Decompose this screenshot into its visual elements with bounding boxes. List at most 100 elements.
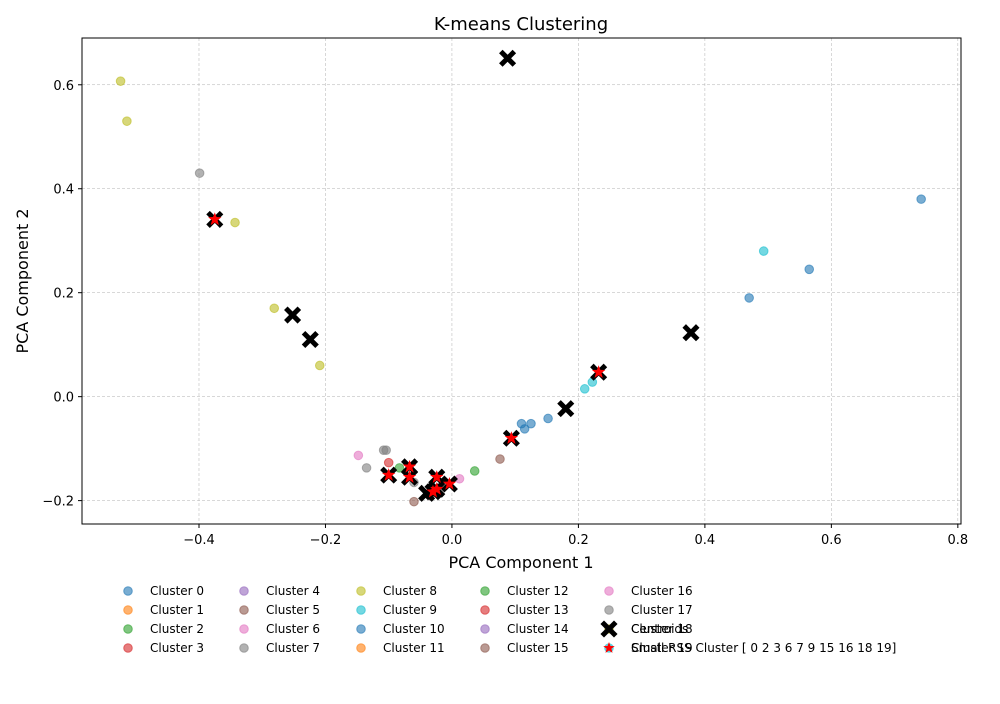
- data-point: [269, 303, 280, 314]
- axis-ticks: −0.4 −0.2 0.0 0.2 0.4 0.6 0.8 −0.2 0.0 0.2 0.4 0.6: [42, 79, 968, 548]
- data-point: [230, 217, 240, 228]
- legend-label: Small RSS Cluster [ 0 2 3 6 7 9 15 16 18…: [631, 641, 896, 655]
- legend-marker: [356, 643, 366, 653]
- legend-marker: [123, 586, 133, 596]
- x-tick-label: 0.6: [821, 533, 842, 548]
- data-point: [353, 450, 364, 461]
- legend-marker: [356, 624, 366, 634]
- legend-label: Cluster 12: [507, 584, 569, 598]
- centroid-marker: [557, 400, 575, 418]
- data-point: [394, 463, 405, 473]
- y-axis-label: PCA Component 2: [13, 208, 32, 353]
- centroid-marker: [301, 330, 319, 349]
- small-rss-marker: [426, 484, 440, 498]
- x-tick-label: −0.4: [183, 533, 215, 548]
- x-tick-label: 0.8: [947, 533, 968, 548]
- data-point: [744, 293, 754, 303]
- small-rss-marker: [504, 431, 519, 444]
- legend-label: Cluster 14: [507, 622, 569, 636]
- legend-label: Cluster 10: [383, 622, 445, 636]
- legend-marker: [480, 624, 490, 634]
- data-point: [314, 360, 325, 371]
- legend-label: Cluster 15: [507, 641, 569, 655]
- plot-area: [81, 37, 962, 525]
- data-point: [804, 264, 815, 275]
- legend-marker: [239, 586, 249, 596]
- data-point: [383, 457, 394, 468]
- small-rss-marker: [402, 470, 417, 483]
- data-point: [469, 466, 480, 476]
- small-rss-markers: [208, 212, 606, 498]
- y-tick-label: 0.0: [53, 391, 74, 406]
- data-point: [122, 116, 132, 126]
- legend-label: Cluster 9: [383, 603, 437, 617]
- data-point: [381, 445, 391, 455]
- data-point: [409, 496, 419, 507]
- legend-label: Cluster 0: [150, 584, 204, 598]
- legend-label: Cluster 17: [631, 603, 693, 617]
- legend-label: Cluster 7: [266, 641, 320, 655]
- small-rss-marker: [442, 476, 457, 490]
- legend: Cluster 0 Cluster 1 Cluster 2 Cluster 3 Clus…: [123, 584, 896, 655]
- small-rss-marker: [382, 468, 396, 481]
- legend-marker: [604, 605, 614, 615]
- x-tick-label: 0.0: [442, 533, 463, 548]
- legend-marker: [239, 643, 249, 653]
- data-point: [194, 168, 205, 178]
- data-point: [519, 424, 530, 434]
- centroid-markers: [206, 49, 700, 502]
- small-rss-marker: [430, 470, 444, 483]
- legend-marker: [239, 624, 249, 634]
- data-point: [361, 463, 372, 473]
- legend-marker: [239, 605, 249, 615]
- small-rss-marker: [591, 365, 606, 378]
- data-point: [526, 418, 536, 429]
- grid-lines: [82, 38, 961, 524]
- data-point: [579, 384, 590, 394]
- small-rss-marker: [208, 212, 222, 226]
- legend-label: Centroids: [631, 622, 688, 636]
- legend-marker: [480, 643, 490, 653]
- x-tick-label: 0.2: [568, 533, 589, 548]
- x-tick-label: 0.4: [695, 533, 716, 548]
- legend-marker: [480, 586, 490, 596]
- data-point: [495, 454, 505, 464]
- chart-title: K-means Clustering: [434, 14, 608, 35]
- small-rss-marker: [402, 459, 417, 473]
- legend-label: Cluster 18: [631, 622, 693, 636]
- legend-marker: [356, 605, 366, 615]
- legend-label: Cluster 8: [383, 584, 437, 598]
- data-point: [916, 194, 926, 204]
- data-point: [758, 246, 769, 256]
- x-tick-label: −0.2: [310, 533, 342, 548]
- legend-star-marker: [603, 642, 615, 653]
- legend-label: Cluster 6: [266, 622, 320, 636]
- data-points: [115, 76, 926, 507]
- centroid-marker: [284, 306, 302, 324]
- data-point: [115, 76, 126, 86]
- legend-label: Cluster 13: [507, 603, 569, 617]
- legend-marker: [604, 586, 614, 596]
- y-tick-label: 0.4: [53, 183, 74, 198]
- legend-centroid-marker: [600, 620, 618, 638]
- legend-label: Cluster 16: [631, 584, 693, 598]
- legend-label: Cluster 4: [266, 584, 320, 598]
- legend-label: Cluster 11: [383, 641, 445, 655]
- legend-marker: [356, 586, 366, 596]
- y-tick-label: −0.2: [42, 495, 74, 510]
- legend-marker: [123, 624, 133, 634]
- data-point: [543, 413, 553, 424]
- legend-label: Cluster 5: [266, 603, 320, 617]
- y-tick-label: 0.6: [53, 79, 74, 94]
- centroid-marker: [682, 324, 700, 342]
- x-axis-label: PCA Component 1: [448, 553, 593, 572]
- legend-label: Cluster 3: [150, 641, 204, 655]
- legend-marker: [123, 643, 133, 653]
- legend-marker: [123, 605, 133, 615]
- small-rss-marker: [430, 482, 444, 495]
- legend-label: Cluster 2: [150, 622, 204, 636]
- legend-label: Cluster 1: [150, 603, 204, 617]
- centroid-marker: [499, 49, 517, 67]
